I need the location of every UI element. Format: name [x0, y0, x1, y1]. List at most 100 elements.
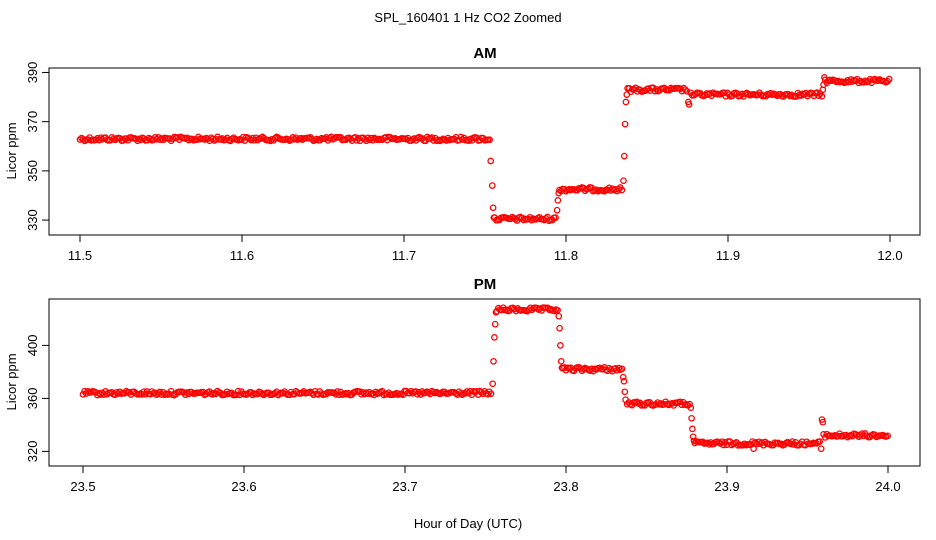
panel-am: AM Licor ppm 11.5 11.6 11.7 11.8 11.9 12.0 33…: [4, 45, 921, 263]
pm-data-point: [458, 391, 466, 399]
pm-y-tick-label: 360: [25, 388, 40, 410]
am-data-point: [554, 197, 562, 204]
am-data-point: [622, 98, 630, 106]
pm-data-point: [555, 312, 563, 320]
am-data-point: [681, 86, 689, 93]
panel-am-y-axis: 330 350 370 390: [25, 62, 49, 231]
am-y-tick-label: 330: [25, 209, 40, 231]
pm-y-tick-label: 400: [25, 335, 40, 357]
pm-x-tick-label: 23.5: [70, 479, 95, 494]
pm-data-point: [556, 324, 563, 332]
am-x-tick-label: 11.6: [230, 248, 254, 263]
pm-data-point: [491, 320, 499, 328]
am-data-point: [620, 177, 627, 185]
pm-data-point: [718, 438, 726, 446]
am-data-point: [489, 204, 497, 212]
pm-data-point: [817, 445, 825, 453]
pm-data-point: [463, 388, 471, 395]
am-data-point: [81, 137, 89, 145]
pm-data-point: [79, 391, 87, 398]
am-data-point: [465, 137, 473, 145]
am-data-point: [488, 182, 496, 189]
pm-data-point: [557, 357, 565, 365]
am-data-point: [683, 87, 691, 95]
am-y-tick-label: 370: [25, 111, 40, 133]
pm-data-point: [618, 365, 626, 373]
am-data-point: [415, 133, 423, 141]
pm-data-point: [620, 377, 628, 385]
pm-data-point: [557, 342, 564, 349]
x-axis-label: Hour of Day (UTC): [414, 516, 522, 531]
panel-pm-title: PM: [474, 276, 497, 293]
pm-data-point: [750, 445, 757, 453]
pm-data-point: [167, 387, 175, 395]
figure-title: SPL_160401 1 Hz CO2 Zoomed: [374, 10, 561, 25]
pm-data-point: [819, 418, 827, 426]
am-data-point: [487, 157, 495, 165]
pm-data-point: [619, 373, 627, 381]
panel-am-points: [76, 74, 893, 225]
am-data-point: [553, 206, 561, 214]
pm-data-point: [487, 390, 495, 398]
am-x-tick-label: 12.0: [877, 248, 902, 263]
am-y-tick-label: 390: [25, 62, 40, 84]
pm-data-point: [884, 432, 891, 440]
am-data-point: [267, 137, 274, 145]
am-data-point: [815, 92, 823, 99]
pm-x-tick-label: 23.9: [714, 479, 739, 494]
am-data-point: [621, 120, 629, 128]
pm-data-point: [689, 433, 697, 441]
pm-x-tick-label: 23.8: [553, 479, 578, 494]
am-data-point: [885, 75, 893, 83]
pm-data-point: [633, 398, 641, 406]
pm-data-point: [551, 307, 558, 315]
pm-y-tick-label: 320: [25, 441, 40, 463]
am-data-point: [254, 136, 261, 144]
panel-am-y-axis-label: Licor ppm: [4, 122, 19, 179]
am-data-point: [618, 186, 626, 194]
pm-data-point: [148, 388, 156, 395]
pm-data-point: [491, 334, 498, 341]
am-x-tick-label: 11.9: [716, 248, 740, 263]
pm-data-point: [687, 404, 695, 412]
pm-data-point: [554, 306, 561, 314]
pm-data-point: [816, 438, 823, 445]
pm-data-point: [490, 357, 497, 365]
pm-x-tick-label: 24.0: [875, 479, 900, 494]
pm-data-point: [686, 400, 693, 408]
panel-pm-x-axis: 23.5 23.6 23.7 23.8 23.9 24.0: [70, 466, 901, 494]
pm-data-point: [615, 364, 623, 372]
am-x-tick-label: 11.8: [554, 248, 578, 263]
panel-am-title: AM: [473, 45, 496, 62]
panel-pm-y-axis: 320 360 400: [25, 335, 49, 463]
am-y-tick-label: 350: [25, 160, 40, 182]
panel-am-x-axis: 11.5 11.6 11.7 11.8 11.9 12.0: [68, 235, 903, 263]
am-data-point: [685, 101, 693, 108]
am-x-tick-label: 11.7: [392, 248, 416, 263]
am-data-point: [600, 187, 608, 195]
panel-pm-y-axis-label: Licor ppm: [4, 353, 19, 410]
am-data-point: [552, 214, 559, 221]
pm-x-tick-label: 23.7: [392, 479, 417, 494]
pm-data-point: [334, 388, 341, 395]
am-data-point: [649, 84, 657, 92]
panel-pm-plot-frame: [48, 298, 921, 467]
pm-x-tick-label: 23.6: [231, 479, 256, 494]
panel-pm: PM Licor ppm 23.5 23.6 23.7 23.8 23.9 24.0 32…: [4, 276, 921, 494]
am-data-point: [620, 152, 628, 160]
am-x-tick-label: 11.5: [68, 248, 92, 263]
am-data-point: [615, 185, 623, 193]
pm-data-point: [209, 391, 216, 398]
pm-data-point: [233, 391, 240, 399]
pm-data-point: [621, 388, 629, 396]
pm-data-point: [689, 425, 696, 433]
pm-data-point: [688, 414, 695, 422]
pm-data-point: [489, 380, 497, 388]
pm-data-point: [366, 388, 373, 396]
am-data-point: [818, 92, 826, 100]
panel-am-plot-frame: [48, 67, 921, 236]
panel-pm-points: [79, 304, 891, 453]
am-data-point: [486, 136, 493, 144]
pm-data-point: [97, 391, 104, 398]
